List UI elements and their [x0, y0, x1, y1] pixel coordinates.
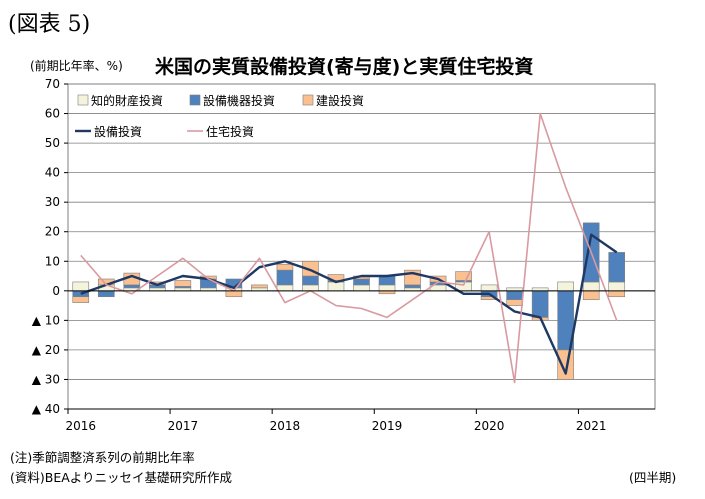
y-tick-label: 50	[45, 136, 60, 150]
x-tick-label: 2021	[576, 419, 607, 433]
x-tick-label: 2016	[65, 419, 96, 433]
bar-segment	[557, 281, 574, 292]
figure-label: (図表 5)	[8, 12, 91, 37]
legend-swatch	[189, 94, 201, 106]
bar-segment	[225, 290, 243, 298]
y-tick-label: ▲ 10	[32, 313, 60, 327]
bar-segment	[72, 296, 90, 303]
y-tick-label: 30	[45, 195, 60, 209]
chart-title: 米国の実質設備投資(寄与度)と実質住宅投資	[155, 56, 534, 78]
line-series-capex	[80, 233, 618, 375]
footnote: (注)季節調整済系列の前期比年率	[10, 450, 195, 465]
bar-segment	[353, 278, 370, 286]
legend-label: 建設投資	[316, 93, 364, 108]
bar-segment	[404, 284, 421, 289]
legend-swatch	[77, 94, 89, 106]
bar-segment	[455, 271, 472, 281]
y-tick-label: ▲ 40	[32, 402, 60, 416]
bar-segment	[378, 284, 396, 292]
bar-segment	[72, 281, 90, 292]
axis-layer: 70 60 50 40 30 20 10 0 ▲ 10 ▲ 20 ▲ 30 ▲ 40 2016 2017 2…	[32, 77, 655, 433]
y-tick-label: ▲ 30	[32, 372, 60, 386]
x-unit-label: (四半期)	[629, 470, 677, 485]
bar-segment	[353, 284, 370, 292]
legend-swatch	[302, 94, 314, 106]
grid-layer	[67, 83, 656, 410]
bar-layer	[72, 222, 626, 380]
bar-segment	[302, 284, 319, 292]
bar-segment	[608, 252, 626, 283]
y-tick-label: 70	[45, 77, 60, 91]
y-tick-label: 20	[45, 225, 60, 239]
bar-segment	[378, 275, 396, 286]
source-note: (資料)BEAよりニッセイ基礎研究所作成	[10, 470, 233, 485]
bar-segment	[608, 290, 626, 298]
bar-segment	[608, 281, 626, 292]
x-tick-label: 2018	[270, 419, 301, 433]
bar-segment	[123, 284, 141, 289]
y-tick-label: ▲ 20	[32, 343, 60, 357]
line-series-housing	[80, 112, 618, 384]
y-tick-label: 40	[45, 166, 60, 180]
bar-segment	[582, 281, 600, 292]
bar-segment	[276, 269, 294, 286]
legend-label: 知的財産投資	[91, 93, 163, 108]
bar-segment	[506, 290, 523, 300]
legend-item: 知的財産投資	[77, 93, 163, 108]
bar-segment	[276, 284, 294, 292]
bar-segment	[276, 263, 294, 271]
bar-segment	[557, 349, 574, 380]
legend-label: 住宅投資	[206, 124, 254, 139]
bar-segment	[302, 275, 319, 286]
legend-item: 設備投資	[75, 124, 142, 139]
bar-segment	[97, 290, 115, 298]
legend-label: 設備機器投資	[203, 93, 275, 108]
bar-segment	[480, 284, 498, 292]
bar-segment	[251, 284, 268, 289]
bar-segment	[531, 290, 549, 318]
legend-item: 設備機器投資	[189, 93, 275, 108]
legend-label: 設備投資	[94, 124, 142, 139]
x-tick-label: 2020	[474, 419, 505, 433]
bar-segment	[327, 281, 345, 292]
x-tick-label: 2019	[372, 419, 403, 433]
bar-segment	[582, 290, 600, 300]
line-layer	[80, 112, 618, 384]
bar-segment	[174, 280, 192, 287]
legend-item: 建設投資	[302, 93, 364, 108]
y-tick-label: 0	[52, 284, 60, 298]
y-tick-label: 10	[45, 254, 60, 268]
bar-segment	[506, 299, 523, 306]
x-tick-label: 2017	[168, 419, 199, 433]
legend-item: 住宅投資	[187, 124, 254, 139]
unit-label: (前期比年率、%)	[30, 59, 123, 73]
y-tick-label: 60	[45, 107, 60, 121]
